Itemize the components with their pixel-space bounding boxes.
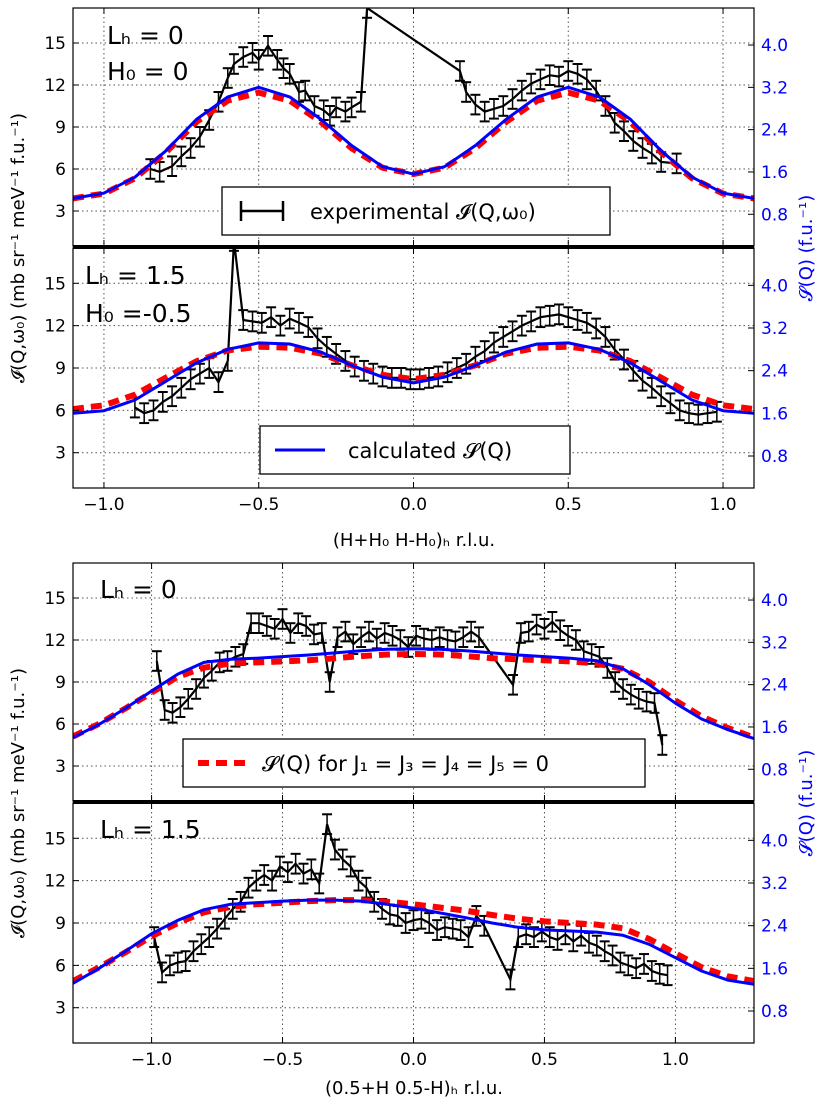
experimental-line xyxy=(150,8,677,173)
series-group xyxy=(73,248,754,426)
y-tick-label-left: 15 xyxy=(44,589,66,609)
panel-3: 3 6 9 12 15 0.8 1.6 2.4 3.2 4.0 Lₕ = 0 𝓢(Q) for J… xyxy=(44,562,788,802)
legend-label: calculated 𝓢(Q) xyxy=(348,439,512,463)
y-tick-label-right: 1.6 xyxy=(761,718,788,738)
y-tick-label-right: 1.6 xyxy=(761,959,788,979)
y-tick-label-left: 6 xyxy=(55,715,66,735)
x-axis-label-bottom: (0.5+H 0.5-H)ₕ r.l.u. xyxy=(325,1078,503,1099)
x-tick-label: −1.0 xyxy=(83,495,124,515)
y-tick-label-right: 4.0 xyxy=(761,276,788,296)
y-tick-label-left: 3 xyxy=(55,757,66,777)
y-axis-label-left-bottom: 𝓘(Q,ω₀) (mb sr⁻¹ meV⁻¹ f.u.⁻¹) xyxy=(8,668,29,938)
panel-label-h0: H₀ = 0 xyxy=(107,57,189,86)
y-tick-label-left: 9 xyxy=(55,118,66,138)
legend-box xyxy=(182,738,646,788)
restricted-curve xyxy=(73,651,754,741)
y-tick-label-left: 12 xyxy=(44,76,66,96)
y-tick-label-right: 3.2 xyxy=(761,874,788,894)
series-group xyxy=(73,8,754,202)
y-tick-label-left: 3 xyxy=(55,444,66,464)
x-tick-label: 0.5 xyxy=(531,1050,558,1070)
y-tick-label-left: 3 xyxy=(55,999,66,1019)
panel-2: −1.0 −0.5 0.0 0.5 1.036912150.81.62.43.24.0 … xyxy=(44,247,788,515)
y-tick-label-right: 4.0 xyxy=(761,831,788,851)
x-tick-label: −1.0 xyxy=(131,1050,172,1070)
calculated-curve xyxy=(73,341,754,415)
y-tick-label-right: 4.0 xyxy=(761,36,788,56)
x-axis-label-top: (H+H₀ H-H₀)ₕ r.l.u. xyxy=(333,530,495,551)
y-tick-label-right: 3.2 xyxy=(761,319,788,339)
y-tick-label-left: 12 xyxy=(44,317,66,337)
y-tick-label-right: 2.4 xyxy=(761,917,788,937)
y-tick-label-right: 0.8 xyxy=(761,205,788,225)
legend-restricted: 𝓢(Q) for J₁ = J₃ = J₄ = J₅ = 0 xyxy=(182,738,646,788)
x-tick-label: −0.5 xyxy=(262,1050,303,1070)
panel-1: 3 6 9 12 15 0.8 1.6 2.4 3.2 4.0 Lₕ = 0 H₀ = 0 exp… xyxy=(44,7,788,247)
y-tick-label-left: 6 xyxy=(55,956,66,976)
y-tick-label-left: 15 xyxy=(44,34,66,54)
legend-label: experimental 𝓘(Q,ω₀) xyxy=(310,200,536,224)
x-tick-label: 0.0 xyxy=(400,1050,427,1070)
y-axis-label-left-top: 𝓘(Q,ω₀) (mb sr⁻¹ meV⁻¹ f.u.⁻¹) xyxy=(8,113,29,383)
y-tick-label-right: 2.4 xyxy=(761,362,788,382)
panel-label-lh: Lₕ = 1.5 xyxy=(85,261,186,290)
legend-box xyxy=(221,186,611,236)
panel-label-lh: Lₕ = 0 xyxy=(100,575,177,604)
y-tick-label-left: 3 xyxy=(55,202,66,222)
y-tick-label-right: 1.6 xyxy=(761,163,788,183)
panel-label-lh: Lₕ = 1.5 xyxy=(100,815,201,844)
y-tick-label-left: 9 xyxy=(55,914,66,934)
y-tick-label-right: 0.8 xyxy=(761,447,788,467)
restricted-curve xyxy=(73,897,754,985)
y-axis-label-right-bottom: 𝓢(Q) (f.u.⁻¹) xyxy=(796,750,817,857)
x-tick-label: 1.0 xyxy=(662,1050,689,1070)
y-tick-label-right: 3.2 xyxy=(761,78,788,98)
calculated-curve xyxy=(73,898,754,986)
series-group xyxy=(73,813,754,991)
y-tick-label-right: 2.4 xyxy=(761,676,788,696)
x-tick-label: 0.0 xyxy=(400,495,427,515)
y-tick-label-left: 12 xyxy=(44,631,66,651)
y-tick-label-left: 6 xyxy=(55,160,66,180)
y-tick-label-right: 1.6 xyxy=(761,404,788,424)
calculated-curve xyxy=(73,647,754,741)
y-tick-label-left: 9 xyxy=(55,359,66,379)
experimental-line xyxy=(155,617,664,746)
y-tick-label-right: 3.2 xyxy=(761,633,788,653)
y-tick-label-left: 6 xyxy=(55,401,66,421)
x-tick-label: −0.5 xyxy=(238,495,279,515)
legend-experimental: experimental 𝓘(Q,ω₀) xyxy=(221,186,611,236)
y-tick-label-right: 4.0 xyxy=(761,591,788,611)
ticks: 3 6 9 12 15 0.8 1.6 2.4 3.2 4.0 xyxy=(44,8,788,246)
panel-label-lh: Lₕ = 0 xyxy=(107,21,184,50)
series-group xyxy=(73,608,754,756)
y-tick-label-left: 15 xyxy=(44,829,66,849)
panel-4: −1.0 −0.5 0.0 0.5 1.036912150.81.62.43.24.0 … xyxy=(44,802,788,1070)
calculated-curve xyxy=(73,85,754,200)
y-tick-label-right: 2.4 xyxy=(761,121,788,141)
experimental-line xyxy=(153,823,668,983)
legend-label: 𝓢(Q) for J₁ = J₃ = J₄ = J₅ = 0 xyxy=(262,752,549,776)
x-tick-label: 1.0 xyxy=(710,495,737,515)
legend-calculated: calculated 𝓢(Q) xyxy=(259,425,571,475)
ticks: −1.0 −0.5 0.0 0.5 1.0 3 6 9 12 15 0.8 1.6 2.4 3.2 4.0 xyxy=(44,248,788,515)
ticks: 3 6 9 12 15 0.8 1.6 2.4 3.2 4.0 xyxy=(44,563,788,801)
ticks: −1.0 −0.5 0.0 0.5 1.0 3 6 9 12 15 0.8 1.6 2.4 3.2 4.0 xyxy=(44,803,788,1070)
x-tick-label: 0.5 xyxy=(555,495,582,515)
y-axis-label-right-top: 𝓢(Q) (f.u.⁻¹) xyxy=(796,195,817,302)
panel-label-h0: H₀ =-0.5 xyxy=(85,299,192,328)
y-tick-label-right: 0.8 xyxy=(761,760,788,780)
y-tick-label-right: 0.8 xyxy=(761,1002,788,1022)
y-tick-label-left: 12 xyxy=(44,872,66,892)
y-tick-label-left: 9 xyxy=(55,673,66,693)
y-tick-label-left: 15 xyxy=(44,274,66,294)
